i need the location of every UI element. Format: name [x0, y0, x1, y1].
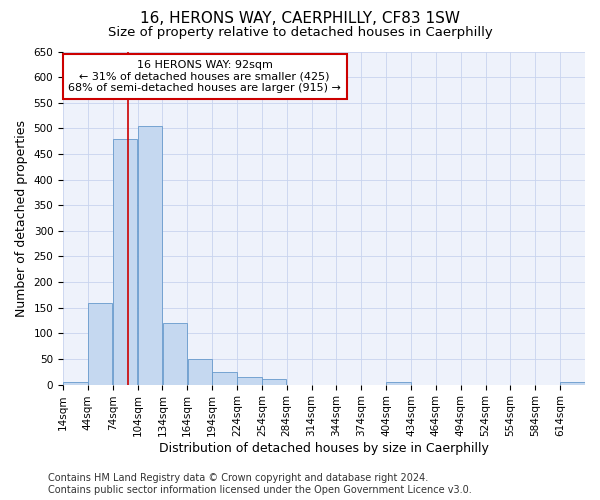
Text: Size of property relative to detached houses in Caerphilly: Size of property relative to detached ho… — [107, 26, 493, 39]
Y-axis label: Number of detached properties: Number of detached properties — [15, 120, 28, 316]
Bar — [262, 380, 286, 384]
Bar — [138, 126, 162, 384]
Bar — [560, 382, 584, 384]
Bar — [188, 359, 212, 384]
Text: 16, HERONS WAY, CAERPHILLY, CF83 1SW: 16, HERONS WAY, CAERPHILLY, CF83 1SW — [140, 11, 460, 26]
Bar — [238, 377, 262, 384]
Text: 16 HERONS WAY: 92sqm
← 31% of detached houses are smaller (425)
68% of semi-deta: 16 HERONS WAY: 92sqm ← 31% of detached h… — [68, 60, 341, 93]
Text: Contains HM Land Registry data © Crown copyright and database right 2024.
Contai: Contains HM Land Registry data © Crown c… — [48, 474, 472, 495]
X-axis label: Distribution of detached houses by size in Caerphilly: Distribution of detached houses by size … — [159, 442, 489, 455]
Bar — [88, 302, 112, 384]
Bar — [113, 138, 137, 384]
Bar — [386, 382, 410, 384]
Bar — [163, 323, 187, 384]
Bar — [212, 372, 236, 384]
Bar — [64, 382, 88, 384]
